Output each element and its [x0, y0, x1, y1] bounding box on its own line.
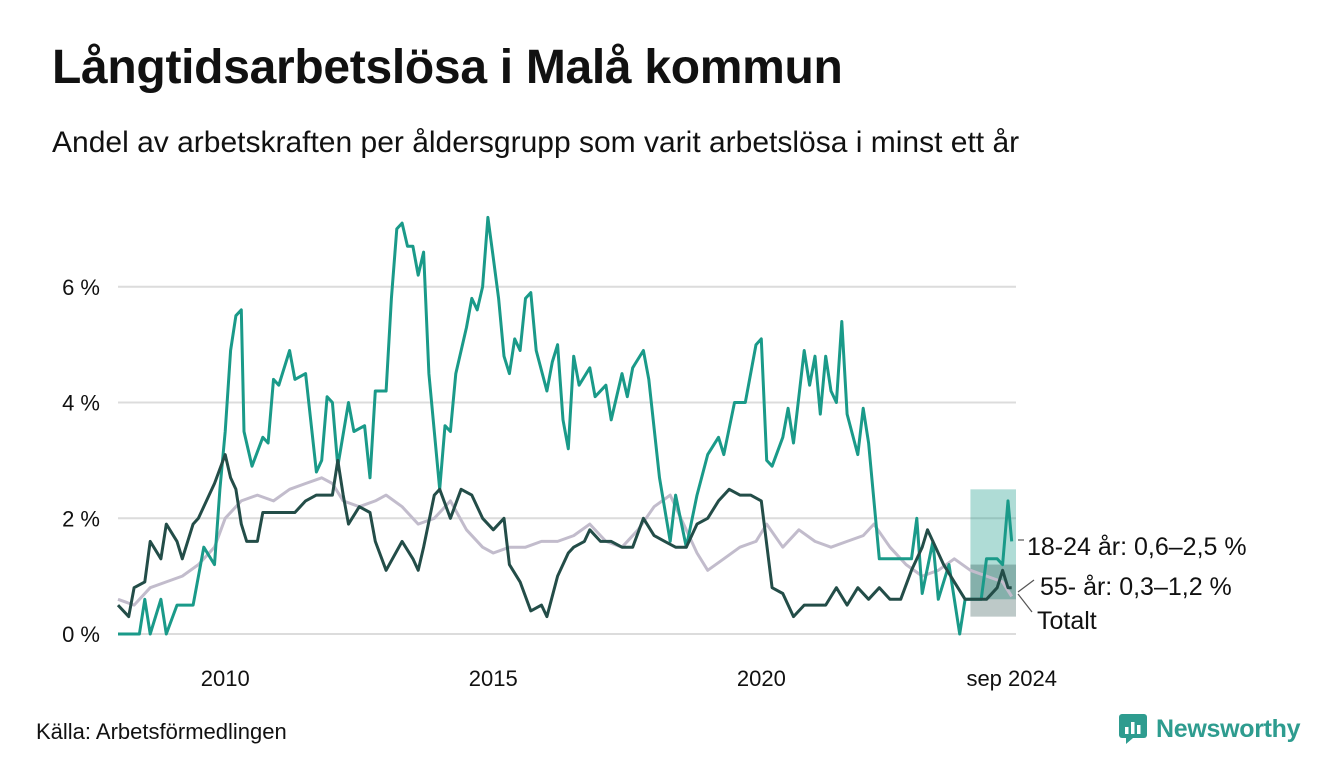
y-tick-label: 4 % — [62, 391, 100, 416]
series-lines — [116, 215, 1016, 636]
grid-lines — [118, 285, 1016, 635]
x-tick-label: 2020 — [737, 666, 786, 691]
label-leader-line — [1017, 579, 1035, 593]
series-end-label: 18-24 år: 0,6–2,5 % — [1027, 533, 1247, 561]
y-tick-label: 6 % — [62, 275, 100, 300]
chart-subtitle: Andel av arbetskraften per åldersgrupp s… — [52, 126, 1020, 159]
line-chart: 0 % 2 % 4 % 6 % 2010 2015 2020 sep 2024 Totalt… — [62, 215, 1247, 691]
chart-title: Långtidsarbetslösa i Malå kommun — [52, 41, 843, 94]
brand-logo: Newsworthy — [1118, 713, 1301, 745]
newsworthy-icon — [1119, 714, 1147, 744]
y-axis-ticks: 0 % 2 % 4 % 6 % — [62, 275, 100, 647]
brand-name: Newsworthy — [1156, 714, 1301, 743]
x-tick-label: 2010 — [201, 666, 250, 691]
series-line-0 — [117, 476, 1013, 607]
x-axis-ticks: 2010 2015 2020 sep 2024 — [201, 666, 1057, 691]
series-line-1 — [118, 215, 1014, 636]
x-tick-label: 2015 — [469, 666, 518, 691]
y-tick-label: 2 % — [62, 506, 100, 531]
x-tick-label: sep 2024 — [966, 666, 1057, 691]
label-leader-line — [1017, 593, 1033, 613]
source-note: Källa: Arbetsförmedlingen — [36, 719, 287, 744]
series-line-2 — [116, 453, 1012, 619]
series-labels: Totalt 18-24 år: 0,6–2,5 % 55- år: 0,3–1,2… — [1017, 533, 1247, 635]
series-end-label: Totalt — [1037, 607, 1097, 635]
y-tick-label: 0 % — [62, 622, 100, 647]
series-end-label: 55- år: 0,3–1,2 % — [1040, 573, 1232, 601]
